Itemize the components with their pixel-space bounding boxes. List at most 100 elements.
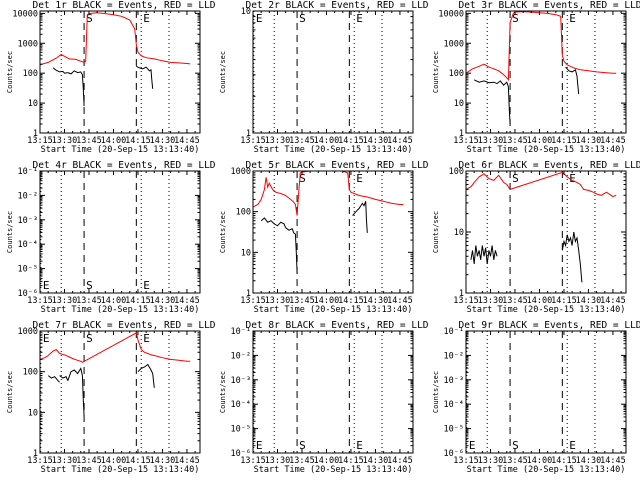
- events-rate-line: [137, 363, 155, 388]
- x-axis-label: Start Time (20-Sep-15 13:13:40): [254, 465, 413, 475]
- y-tick-label: 10: [241, 248, 251, 258]
- marker-label: S: [86, 332, 93, 345]
- x-tick-label: 14:30: [363, 136, 389, 146]
- chart-panel-9: Det 9r BLACK = Events, RED = LLD E S E 13:15…: [432, 320, 640, 475]
- x-tick-label: 14:00: [314, 296, 340, 306]
- x-axis-label: Start Time (20-Sep-15 13:13:40): [467, 465, 626, 475]
- marker-label: E: [143, 279, 150, 292]
- chart-title: Det 5r BLACK = Events, RED = LLD: [245, 160, 428, 171]
- lld-rate-line: [466, 171, 617, 198]
- x-tick-label: 14:45: [600, 456, 626, 466]
- x-tick-label: 14:00: [314, 136, 340, 146]
- x-axis-label: Start Time (20-Sep-15 13:13:40): [467, 305, 626, 315]
- y-tick-label: 10⁻⁴: [231, 400, 251, 410]
- y-tick-label: 1000: [18, 39, 38, 49]
- y-axis-label: Counts/sec: [6, 51, 14, 93]
- x-tick-label: 13:15: [240, 136, 266, 146]
- x-tick-label: 14:45: [600, 296, 626, 306]
- x-tick-label: 14:30: [150, 456, 176, 466]
- y-tick-label: 10⁻⁴: [18, 240, 38, 250]
- y-tick-label: 10⁻³: [231, 376, 251, 386]
- marker-label: S: [299, 12, 306, 25]
- x-tick-label: 13:15: [453, 136, 479, 146]
- y-tick-label: 10: [28, 99, 38, 109]
- y-tick-label: 10⁻¹: [444, 327, 464, 337]
- events-rate-line: [52, 67, 68, 74]
- y-tick-label: 10: [454, 228, 464, 238]
- x-tick-label: 14:45: [600, 136, 626, 146]
- x-tick-label: 14:30: [150, 136, 176, 146]
- marker-label: S: [299, 172, 306, 185]
- x-tick-label: 14:00: [527, 456, 553, 466]
- marker-label: E: [143, 12, 150, 25]
- marker-label: E: [356, 172, 363, 185]
- lld-rate-line: [253, 171, 404, 216]
- marker-label: E: [569, 439, 576, 452]
- x-tick-label: 13:30: [52, 296, 78, 306]
- plot-frame: [465, 330, 627, 454]
- y-tick-label: 10⁻⁶: [18, 289, 38, 299]
- y-tick-label: 1000: [444, 39, 464, 49]
- y-tick-label: 10⁻¹: [231, 327, 251, 337]
- events-rate-line: [473, 79, 498, 85]
- events-rate-line: [470, 245, 498, 264]
- x-tick-label: 13:30: [478, 456, 504, 466]
- x-tick-label: 14:45: [387, 136, 413, 146]
- plot-frame: [252, 10, 414, 134]
- y-tick-label: 10⁻⁵: [231, 425, 251, 435]
- events-rate-line: [352, 201, 368, 233]
- events-rate-line: [260, 217, 287, 228]
- y-tick-label: 100: [23, 69, 38, 79]
- chart-title: Det 8r BLACK = Events, RED = LLD: [245, 320, 428, 331]
- y-tick-label: 1: [459, 129, 464, 139]
- x-tick-label: 14:15: [551, 296, 577, 306]
- events-rate-line: [67, 70, 85, 107]
- x-tick-label: 14:15: [125, 456, 151, 466]
- x-tick-label: 13:30: [478, 136, 504, 146]
- x-tick-label: 14:15: [338, 136, 364, 146]
- lld-rate-line: [466, 11, 617, 82]
- y-tick-label: 10⁻²: [18, 191, 38, 201]
- y-axis-label: Counts/sec: [219, 51, 227, 93]
- marker-label: E: [256, 12, 263, 25]
- x-tick-label: 13:45: [289, 296, 315, 306]
- x-tick-label: 14:00: [101, 296, 127, 306]
- marker-label: E: [256, 439, 263, 452]
- y-tick-label: 100: [449, 167, 464, 177]
- x-tick-label: 14:45: [174, 456, 200, 466]
- x-tick-label: 13:45: [76, 136, 102, 146]
- x-axis-label: Start Time (20-Sep-15 13:13:40): [254, 305, 413, 315]
- x-axis-label: Start Time (20-Sep-15 13:13:40): [41, 305, 200, 315]
- plot-frame: [39, 330, 201, 454]
- marker-label: S: [299, 439, 306, 452]
- y-tick-label: 10⁻²: [231, 351, 251, 361]
- y-tick-label: 10⁻⁵: [18, 265, 38, 275]
- marker-label: E: [569, 12, 576, 25]
- x-tick-label: 14:00: [314, 456, 340, 466]
- x-tick-label: 13:15: [240, 296, 266, 306]
- y-tick-label: 1: [246, 289, 251, 299]
- chart-panel-4: Det 4r BLACK = Events, RED = LLD E S E 13:15…: [6, 160, 216, 315]
- marker-label: S: [86, 279, 93, 292]
- plot-frame: [252, 330, 414, 454]
- marker-label: E: [43, 279, 50, 292]
- marker-label: E: [356, 12, 363, 25]
- plot-frame: [39, 10, 201, 134]
- x-tick-label: 13:45: [502, 136, 528, 146]
- events-rate-line: [285, 227, 298, 274]
- x-tick-label: 13:45: [502, 296, 528, 306]
- x-tick-label: 14:45: [387, 296, 413, 306]
- chart-title: Det 2r BLACK = Events, RED = LLD: [245, 0, 428, 11]
- y-tick-label: 1000: [18, 327, 38, 337]
- y-tick-label: 10⁻¹: [18, 167, 38, 177]
- chart-title: Det 7r BLACK = Events, RED = LLD: [32, 320, 215, 331]
- plot-frame: [465, 170, 627, 294]
- x-axis-label: Start Time (20-Sep-15 13:13:40): [41, 465, 200, 475]
- y-tick-label: 10⁻²: [444, 351, 464, 361]
- plot-frame: [465, 10, 627, 134]
- events-rate-line: [496, 80, 511, 125]
